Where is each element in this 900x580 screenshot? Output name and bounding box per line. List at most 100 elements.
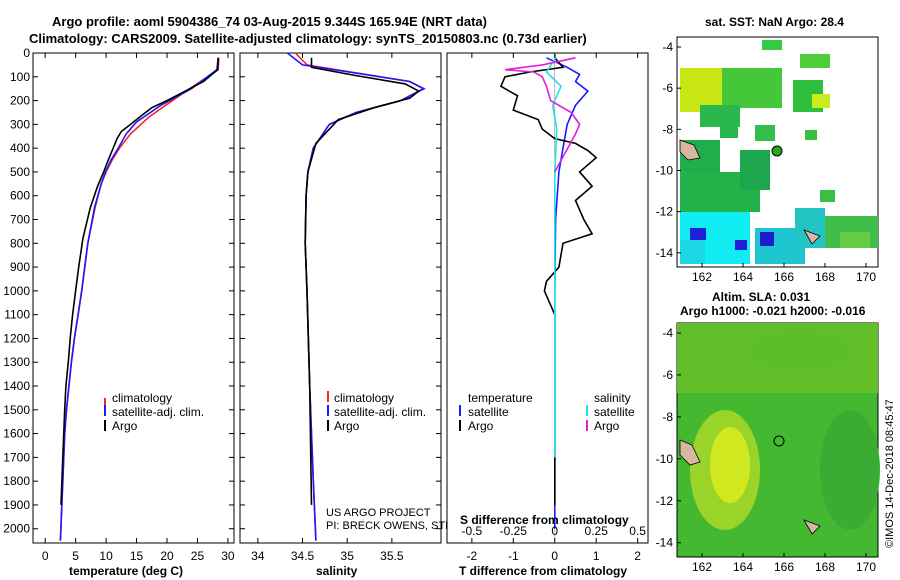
sst-map-title: sat. SST: NaN Argo: 28.4 <box>705 15 844 29</box>
map-y-tick-label: -6 <box>662 368 673 382</box>
sla-map-title1: Altim. SLA: 0.031 <box>712 290 810 304</box>
sst-map-cells <box>680 40 878 264</box>
y-tick-label: 1900 <box>3 498 30 512</box>
temperature-xticks: 0 5 10 15 20 25 30 <box>42 53 235 563</box>
salinity-panel: 34 34.5 35 35.5 salinity climatology satell… <box>239 52 583 578</box>
sla-map: Altim. SLA: 0.031 Argo h1000: -0.021 h20… <box>656 290 880 574</box>
y-tick-label: 1700 <box>3 450 30 464</box>
temperature-panel: 0 5 10 15 20 25 30 0 100 200 300 400 500 600 700 800 90… <box>3 46 235 578</box>
land-island-2 <box>803 519 821 535</box>
map-x-tick-label: 164 <box>733 560 753 574</box>
map-x-tick-label: 164 <box>733 270 753 284</box>
map-y-tick-label: -14 <box>656 536 674 550</box>
y-tick-label: 1000 <box>3 284 30 298</box>
x-tick-label: 10 <box>99 549 113 563</box>
map-y-tick-label: -8 <box>662 122 673 136</box>
legend-s-satellite-label: satellite <box>594 405 635 419</box>
legend-s-argo-label: Argo <box>594 419 620 433</box>
x-tick-label: 34.5 <box>291 549 315 563</box>
y-tick-label: 1800 <box>3 474 30 488</box>
legend-argo-label: Argo <box>112 419 138 433</box>
tdiff-xticks: -2 -1 0 1 2 <box>467 53 641 563</box>
y-tick-label: 1600 <box>3 427 30 441</box>
y-tick-label: 1400 <box>3 379 30 393</box>
series-line-argo <box>304 57 421 505</box>
y-tick-label: 300 <box>10 117 30 131</box>
series-line-temperature-argo <box>499 57 598 505</box>
figure-title-line1: Argo profile: aoml 5904386_74 03-Aug-201… <box>52 14 487 29</box>
argo-position-marker <box>773 435 785 447</box>
y-tick-label: 2000 <box>3 522 30 536</box>
sdiff-xticks: -0.5 -0.25 0 0.25 0.5 <box>462 524 647 538</box>
map-x-tick-label: 170 <box>856 560 876 574</box>
series-line-salinity-argo <box>504 57 581 173</box>
argo-position-marker <box>771 145 783 157</box>
x-tick-label: 2 <box>634 549 641 563</box>
top-x-tick-label: -0.25 <box>500 524 528 538</box>
map-x-tick-label: 162 <box>692 270 712 284</box>
figure-title-line2: Climatology: CARS2009. Satellite-adjuste… <box>29 31 587 46</box>
top-x-tick-label: 0.5 <box>629 524 646 538</box>
credit-project: US ARGO PROJECT <box>326 507 431 519</box>
map-x-tick-label: 162 <box>692 560 712 574</box>
x-tick-label: -1 <box>508 549 519 563</box>
temperature-series-group <box>59 57 220 541</box>
sla-map-field <box>677 323 880 530</box>
salinity-legend: climatology satellite-adj. clim. Argo <box>327 391 426 433</box>
temperature-xlabel: temperature (deg C) <box>69 564 183 578</box>
map-y-tick-label: -6 <box>662 81 673 95</box>
y-tick-label: 400 <box>10 141 30 155</box>
sdiff-title: S difference from climatology <box>460 513 629 527</box>
y-tick-label: 800 <box>10 236 30 250</box>
series-line-argo <box>60 57 219 505</box>
top-x-tick-label: 0.25 <box>585 524 609 538</box>
legend-salinity-heading: salinity <box>594 391 631 405</box>
land-island-1 <box>679 439 701 466</box>
top-x-tick-label: -0.5 <box>462 524 483 538</box>
x-tick-label: 15 <box>130 549 144 563</box>
top-x-tick-label: 0 <box>551 524 558 538</box>
map-y-tick-label: -10 <box>656 163 674 177</box>
y-tick-label: 700 <box>10 213 30 227</box>
tdiff-xlabel: T difference from climatology <box>459 564 627 578</box>
y-tick-label: 900 <box>10 260 30 274</box>
difference-legend: temperature salinity satellite Argo sate… <box>459 391 635 433</box>
sla-map-title2: Argo h1000: -0.021 h2000: -0.016 <box>680 304 866 318</box>
salinity-xticks: 34 34.5 35 35.5 <box>251 53 404 563</box>
imos-stamp: ©IMOS 14-Dec-2018 08:45:47 <box>884 399 896 548</box>
legend-satellite-label: satellite-adj. clim. <box>334 405 426 419</box>
salinity-xlabel: salinity <box>316 564 358 578</box>
x-tick-label: 20 <box>160 549 174 563</box>
map-y-tick-label: -4 <box>662 40 673 54</box>
x-tick-label: 1 <box>593 549 600 563</box>
legend-satellite-label: satellite-adj. clim. <box>112 405 204 419</box>
legend-argo-label: Argo <box>334 419 360 433</box>
map-y-tick-label: -14 <box>656 246 674 260</box>
x-tick-label: 35 <box>341 549 355 563</box>
map-y-tick-label: -10 <box>656 452 674 466</box>
map-x-tick-label: 166 <box>774 560 794 574</box>
map-x-tick-label: 168 <box>815 560 835 574</box>
x-tick-label: 30 <box>221 549 235 563</box>
land-island-1 <box>679 139 701 161</box>
land-island-2 <box>803 229 821 245</box>
map-x-tick-label: 168 <box>815 270 835 284</box>
series-line-satellite-adj-clim- <box>59 57 219 541</box>
legend-climatology-label: climatology <box>112 391 172 405</box>
salinity-panel-frame <box>239 52 442 544</box>
salinity-series-group <box>286 52 426 541</box>
map-x-tick-label: 170 <box>856 270 876 284</box>
x-tick-label: -2 <box>467 549 478 563</box>
y-tick-label: 500 <box>10 165 30 179</box>
x-tick-label: 34 <box>251 549 265 563</box>
x-tick-label: 0 <box>551 549 558 563</box>
y-tick-label: 600 <box>10 189 30 203</box>
map-y-tick-label: -12 <box>656 494 674 508</box>
y-tick-label: 1300 <box>3 355 30 369</box>
sla-map-ticks: 162 164 166 168 170 -4 -6 -8 -10 -12 -14 <box>656 326 877 574</box>
legend-climatology-label: climatology <box>334 391 394 405</box>
legend-t-argo-label: Argo <box>468 419 494 433</box>
sst-map: sat. SST: NaN Argo: 28.4 <box>656 15 879 284</box>
legend-t-satellite-label: satellite <box>468 405 509 419</box>
